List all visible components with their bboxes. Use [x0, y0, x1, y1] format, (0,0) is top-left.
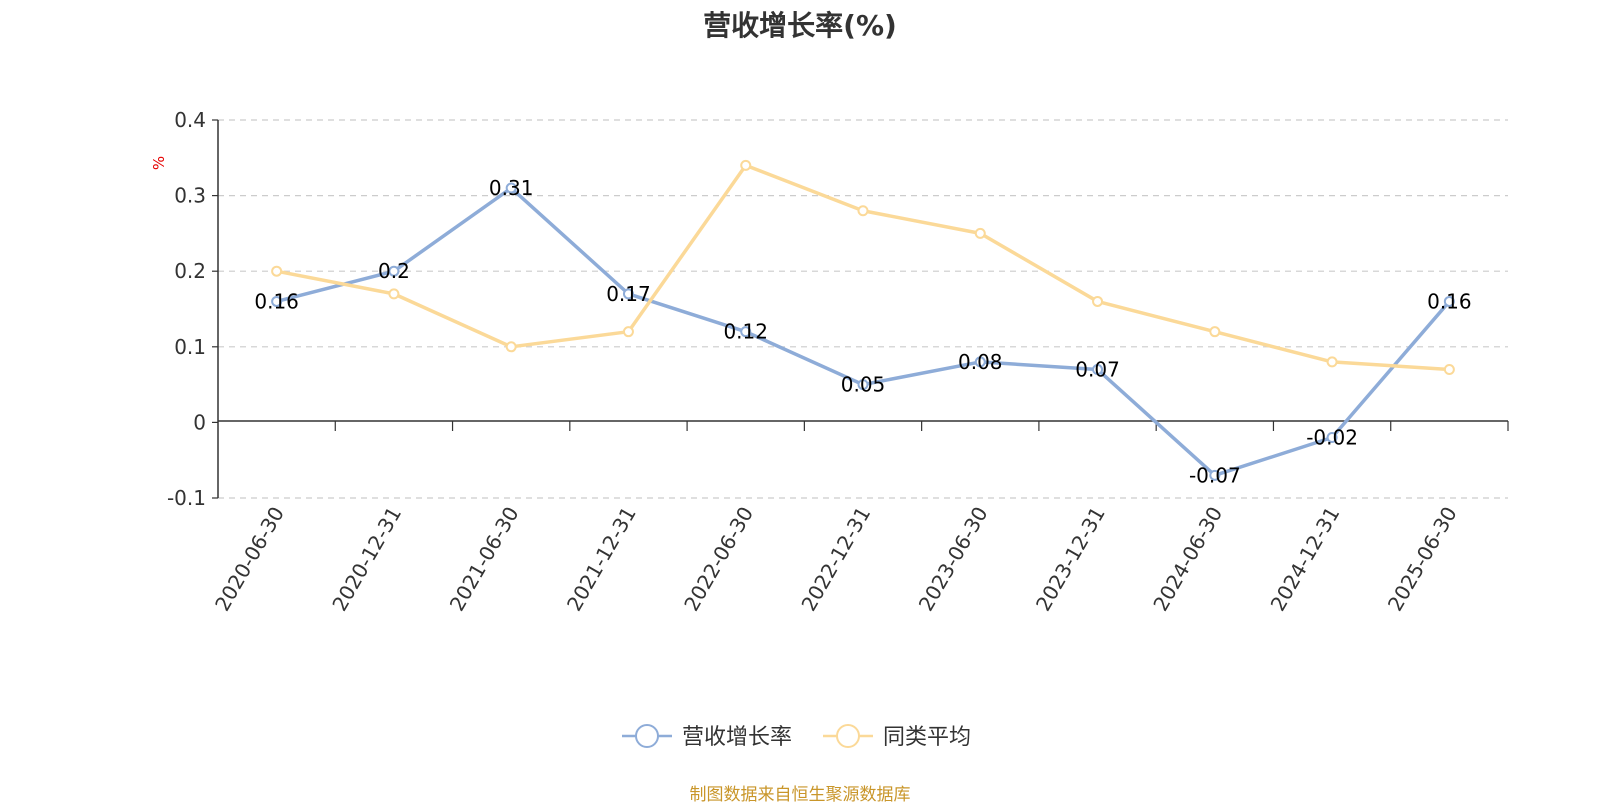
data-point — [857, 205, 869, 217]
data-point — [1209, 326, 1221, 338]
data-label: 0.17 — [606, 282, 651, 306]
x-tick-label: 2022-06-30 — [679, 503, 758, 616]
y-tick-label: -0.1 — [167, 486, 206, 510]
legend-marker — [635, 724, 659, 748]
x-tick-label: 2024-12-31 — [1266, 503, 1345, 616]
data-point — [388, 288, 400, 300]
axes: -0.1 0 0.1 0.2 0.3 0.4% 2020-06-30 2020-12-31 20… — [150, 108, 1509, 616]
data-point — [974, 227, 986, 239]
x-tick-label: 2023-06-30 — [914, 503, 993, 616]
data-point — [857, 379, 869, 391]
data-label: 0.12 — [723, 320, 768, 344]
data-point — [622, 326, 634, 338]
grid-lines — [218, 119, 1508, 499]
data-point — [1326, 432, 1338, 444]
x-tick-label: 2021-12-31 — [562, 503, 641, 616]
y-tick-label: 0.4 — [174, 108, 206, 132]
data-source-note: 制图数据来自恒生聚源数据库 — [689, 785, 911, 805]
data-point — [1092, 295, 1104, 307]
data-label: 0.05 — [841, 373, 886, 397]
data-point — [1443, 295, 1455, 307]
data-label: 0.07 — [1075, 357, 1120, 381]
data-point — [740, 326, 752, 338]
legend-label: 营收增长率 — [682, 725, 792, 750]
data-labels: 0.16 0.2 0.31 0.17 0.12 0.05 0.08 0.07 -0.07 -0.0… — [254, 176, 1471, 487]
y-tick-label: 0 — [193, 410, 206, 434]
chart-title: 营收增长率(%) — [703, 9, 897, 42]
data-point — [505, 182, 517, 194]
data-label: 0.2 — [378, 259, 410, 283]
data-point — [505, 341, 517, 353]
y-tick-label: 0.1 — [174, 335, 206, 359]
legend-item-1[interactable]: 营收增长率 — [622, 724, 792, 750]
y-axis-unit-label: % — [150, 156, 168, 170]
legend-label: 同类平均 — [883, 725, 971, 750]
data-point — [271, 295, 283, 307]
x-tick-label: 2020-06-30 — [210, 503, 289, 616]
x-tick-label: 2021-06-30 — [445, 503, 524, 616]
legend-marker — [836, 724, 860, 748]
data-point — [1092, 363, 1104, 375]
y-tick-label: 0.3 — [174, 184, 206, 208]
data-label: -0.07 — [1189, 463, 1241, 487]
data-point — [1443, 363, 1455, 375]
data-point — [1209, 469, 1221, 481]
x-tick-label: 2023-12-31 — [1031, 503, 1110, 616]
x-tick-label: 2024-06-30 — [1148, 503, 1227, 616]
series-line-1 — [276, 186, 1451, 478]
legend[interactable]: 营收增长率 同类平均 — [622, 724, 971, 750]
data-point — [740, 159, 752, 171]
series — [271, 159, 1455, 481]
data-label: 0.31 — [489, 176, 534, 200]
data-point — [1326, 356, 1338, 368]
data-label: -0.02 — [1306, 426, 1358, 450]
x-tick-label: 2022-12-31 — [796, 503, 875, 616]
x-tick-label: 2020-12-31 — [327, 503, 406, 616]
data-point — [974, 356, 986, 368]
data-point — [622, 288, 634, 300]
data-label: 0.16 — [254, 289, 299, 313]
data-point — [271, 265, 283, 277]
x-tick-label: 2025-06-30 — [1383, 503, 1462, 616]
y-tick-label: 0.2 — [174, 259, 206, 283]
data-point — [388, 265, 400, 277]
legend-item-2[interactable]: 同类平均 — [823, 724, 971, 750]
data-label: 0.08 — [958, 350, 1003, 374]
data-label: 0.16 — [1427, 289, 1472, 313]
